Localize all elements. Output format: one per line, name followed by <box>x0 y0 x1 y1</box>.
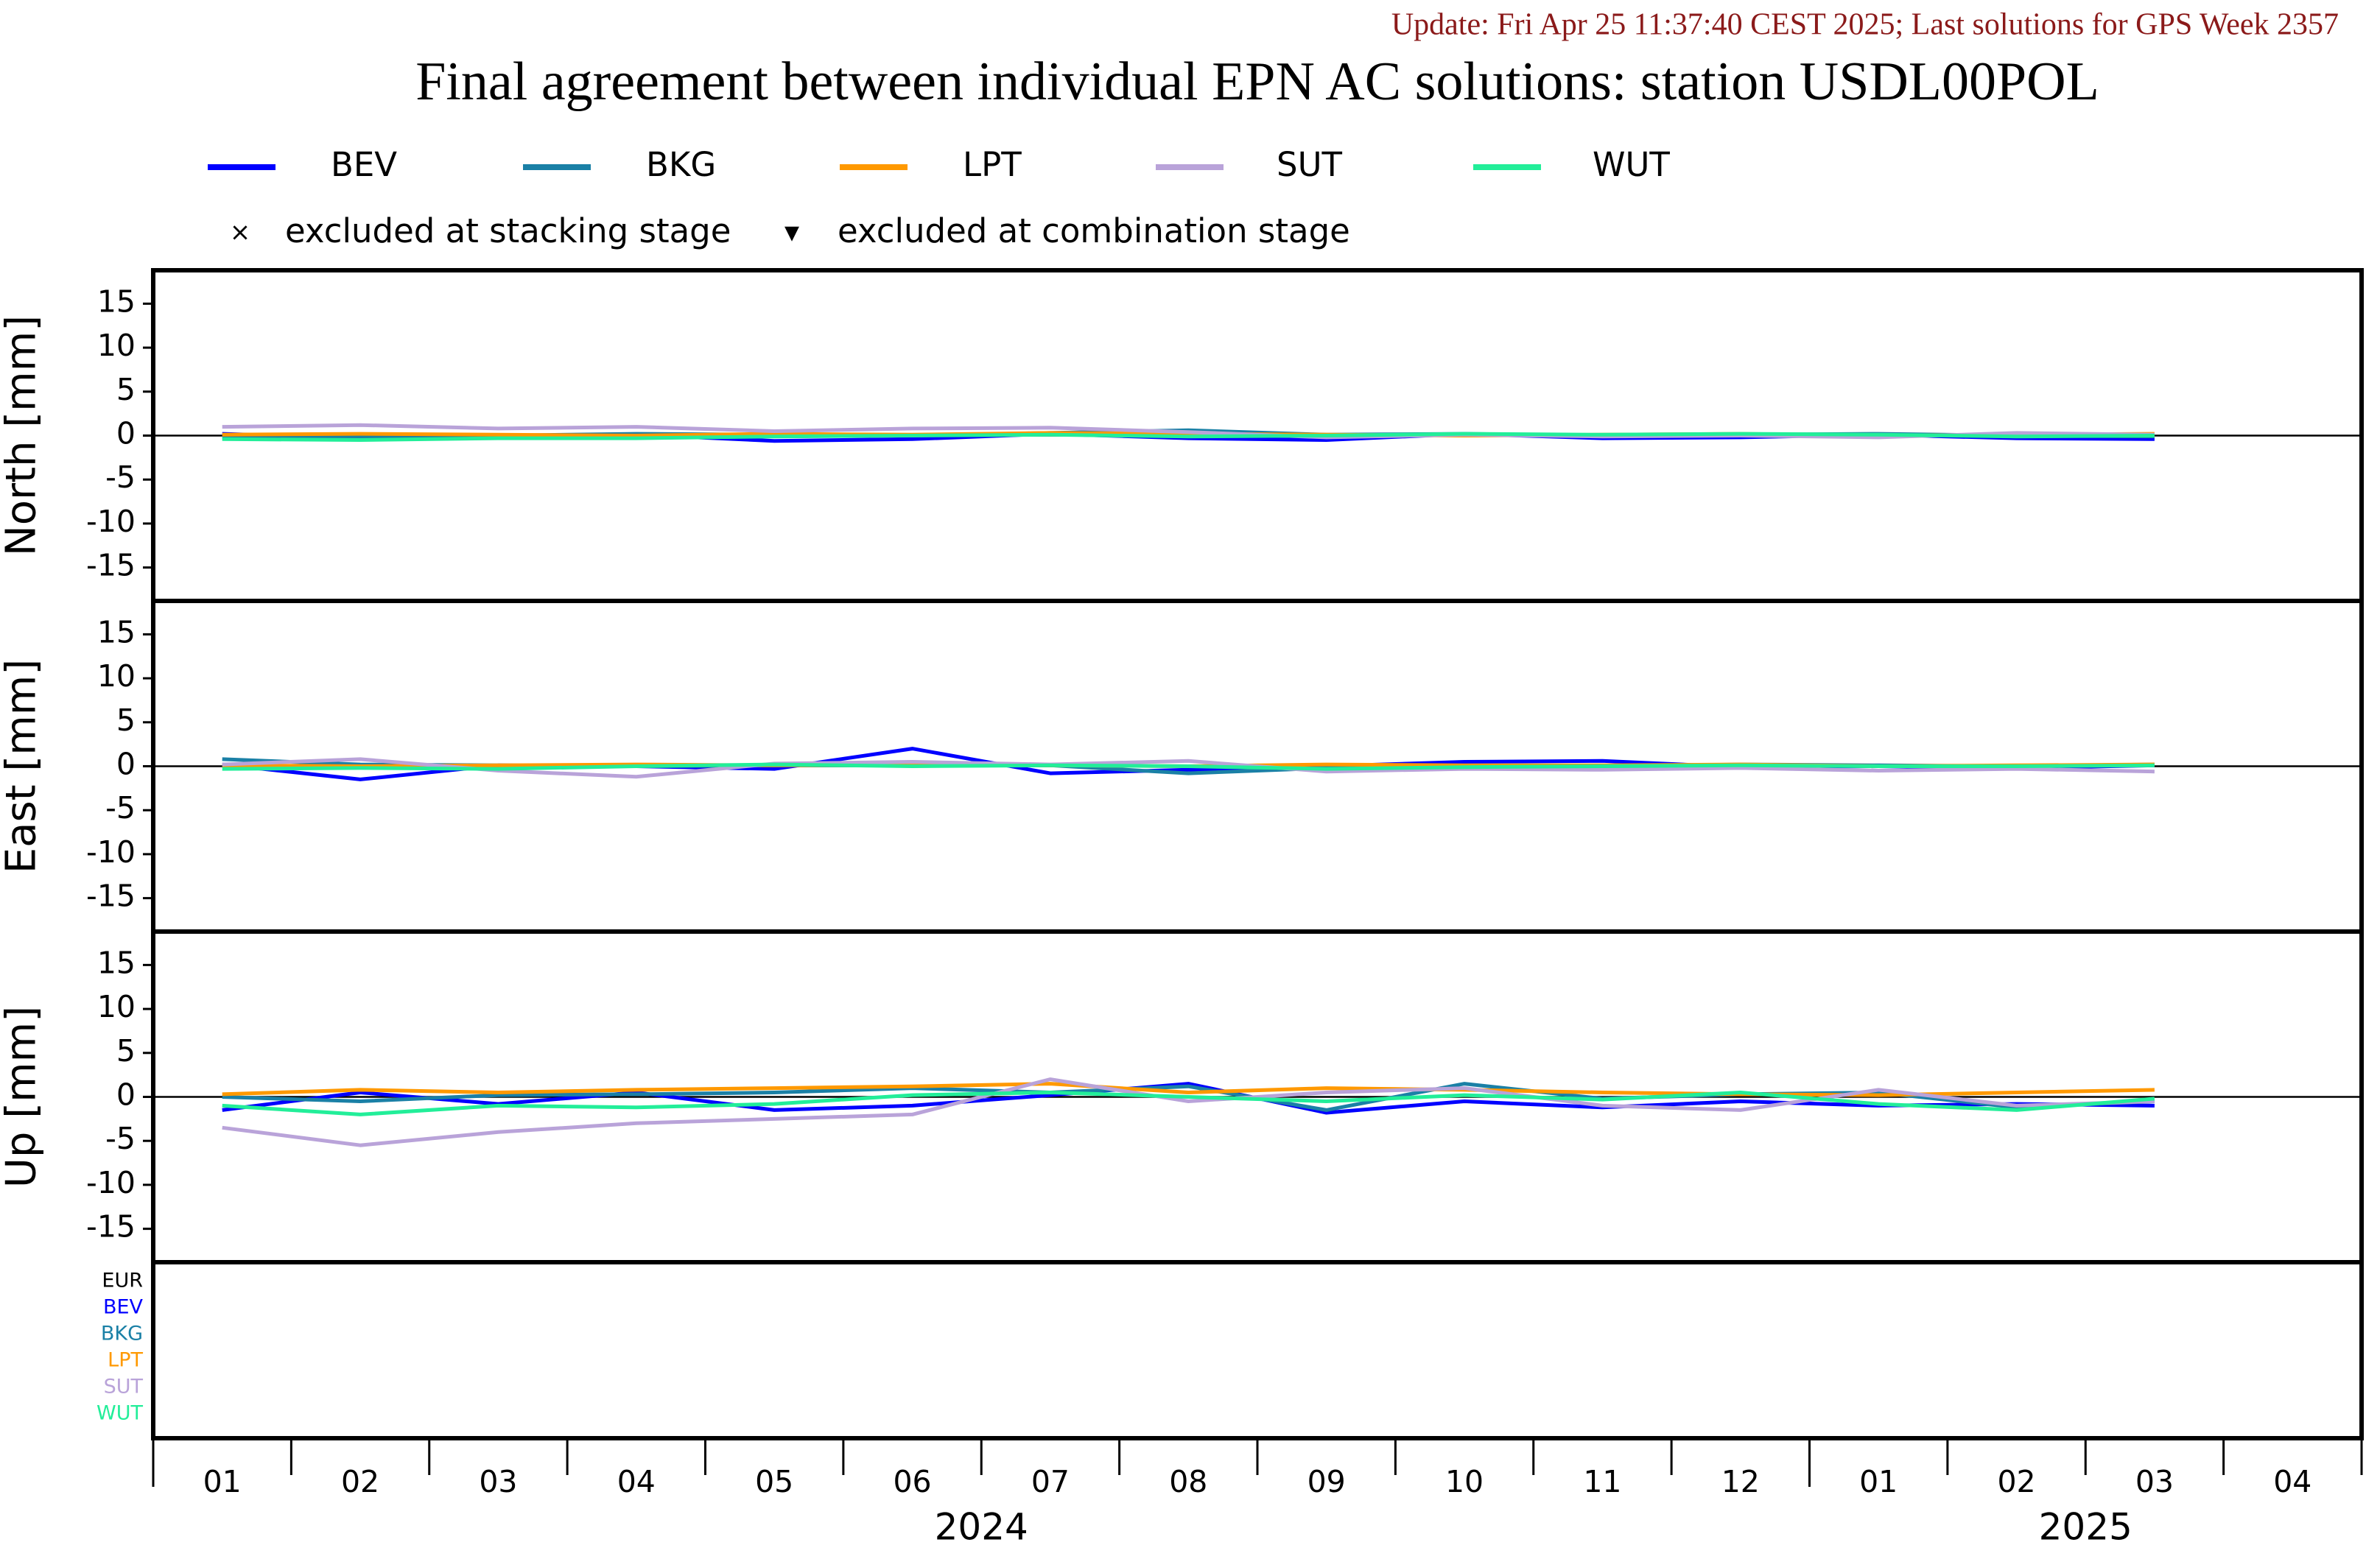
x-tick-label: 10 <box>1445 1464 1484 1499</box>
y-tick-label: 15 <box>97 284 136 319</box>
y-tick-label: -10 <box>86 1165 136 1200</box>
stacking-symbol: × <box>230 218 251 247</box>
series-line <box>222 757 2155 779</box>
y-tick-label: 15 <box>97 945 136 980</box>
x-tick-label: 04 <box>617 1464 656 1499</box>
ac-label: BEV <box>103 1296 144 1319</box>
legend-label: BKG <box>646 145 716 184</box>
y-axis-label: North [mm] <box>0 315 46 556</box>
ac-label: BKG <box>101 1323 143 1345</box>
y-tick-label: -10 <box>86 834 136 870</box>
panel-frame <box>151 1260 2364 1440</box>
ac-label: LPT <box>108 1349 143 1372</box>
x-tick-label: 09 <box>1307 1464 1346 1499</box>
update-note: Update: Fri Apr 25 11:37:40 CEST 2025; L… <box>1391 8 2339 42</box>
y-tick-label: -15 <box>86 879 136 914</box>
x-tick-label: 02 <box>1997 1464 2035 1499</box>
year-label: 2025 <box>2039 1506 2132 1545</box>
y-tick-label: 5 <box>116 372 136 407</box>
x-tick-label: 11 <box>1583 1464 1621 1499</box>
y-tick-label: -5 <box>105 460 136 495</box>
y-tick-label: 0 <box>116 416 136 451</box>
y-axis-label: Up [mm] <box>0 1006 46 1188</box>
y-tick-label: 0 <box>116 1077 136 1113</box>
y-tick-label: 5 <box>116 703 136 738</box>
y-tick-label: 10 <box>97 989 136 1024</box>
year-label: 2024 <box>935 1506 1028 1545</box>
y-tick-label: 10 <box>97 658 136 694</box>
legend-label: BEV <box>331 145 397 184</box>
x-tick-label: 07 <box>1031 1464 1070 1499</box>
chart-title: Final agreement between individual EPN A… <box>415 52 2099 112</box>
legend-label: WUT <box>1593 145 1670 184</box>
series-line <box>222 1091 2155 1116</box>
legend-label: SUT <box>1277 145 1343 184</box>
series-line <box>222 762 2155 771</box>
series-line <box>222 1077 2155 1147</box>
x-tick-label: 01 <box>1859 1464 1898 1499</box>
y-tick-label: -15 <box>86 1209 136 1245</box>
x-tick-label: 01 <box>203 1464 242 1499</box>
y-axis-label: East [mm] <box>0 659 46 873</box>
y-tick-label: 5 <box>116 1033 136 1069</box>
x-tick-label: 06 <box>893 1464 931 1499</box>
y-tick-label: 0 <box>116 747 136 782</box>
y-tick-label: -5 <box>105 790 136 826</box>
x-tick-label: 03 <box>479 1464 517 1499</box>
legend-label: LPT <box>963 145 1022 184</box>
series-line <box>222 1082 2155 1115</box>
ac-label: WUT <box>96 1402 143 1425</box>
combination-symbol: ▼ <box>784 222 799 244</box>
y-tick-label: -5 <box>105 1121 136 1156</box>
reference-label: EUR <box>102 1270 143 1292</box>
x-tick-label: 08 <box>1169 1464 1207 1499</box>
x-tick-label: 03 <box>2135 1464 2174 1499</box>
marker-legend-label: excluded at stacking stage <box>285 211 731 250</box>
series-line <box>222 432 2155 442</box>
x-tick-label: 02 <box>341 1464 379 1499</box>
marker-legend-label: excluded at combination stage <box>838 211 1350 250</box>
x-tick-label: 12 <box>1721 1464 1760 1499</box>
series-line <box>222 423 2155 440</box>
x-tick-label: 05 <box>755 1464 793 1499</box>
y-tick-label: -10 <box>86 504 136 539</box>
ac-label: SUT <box>104 1376 144 1398</box>
y-tick-label: 10 <box>97 328 136 363</box>
x-tick-label: 04 <box>2273 1464 2311 1499</box>
y-tick-label: -15 <box>86 548 136 583</box>
y-tick-label: 15 <box>97 614 136 650</box>
